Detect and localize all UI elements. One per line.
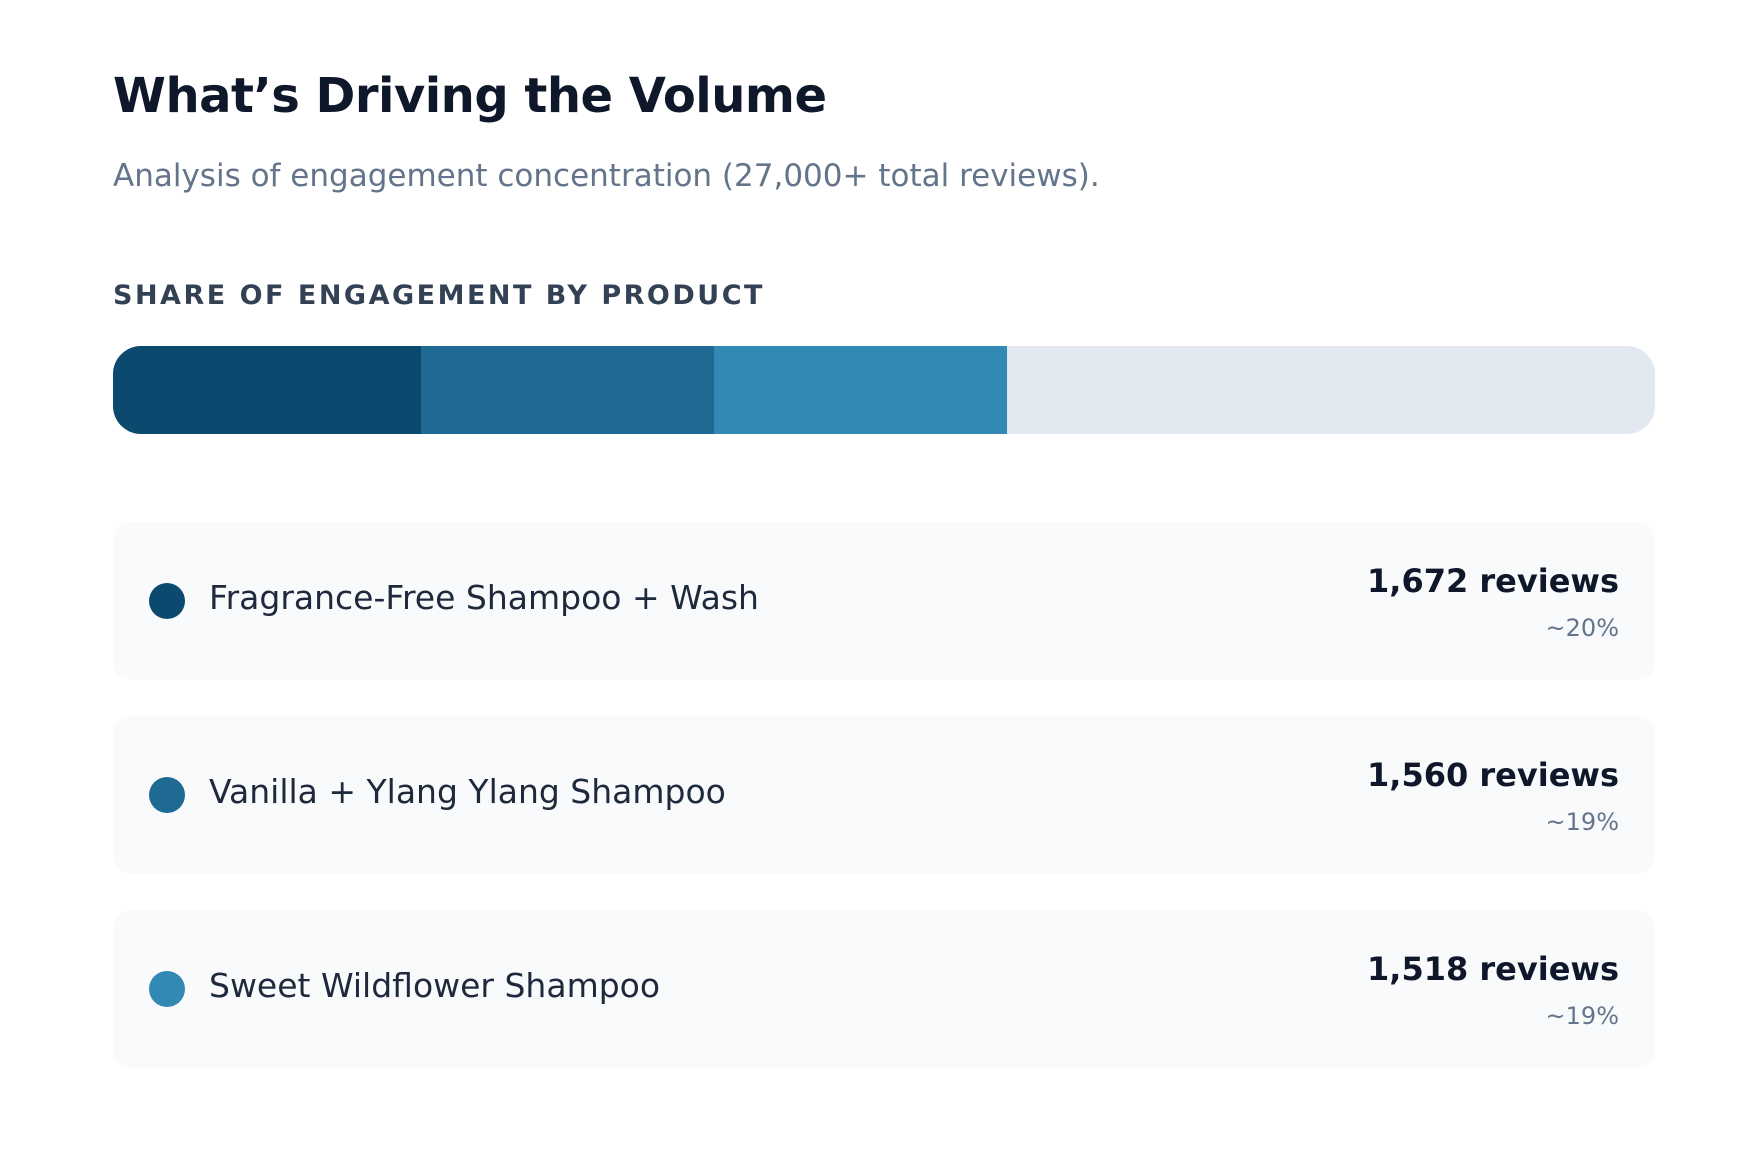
review-count: 1,560 reviews (1367, 756, 1619, 794)
section-title: SHARE OF ENGAGEMENT BY PRODUCT (113, 280, 765, 311)
review-count: 1,518 reviews (1367, 950, 1619, 988)
bar-segment (113, 346, 422, 434)
product-row: Vanilla + Ylang Ylang Shampoo 1,560 revie… (113, 716, 1655, 874)
share-label: ~20% (1545, 614, 1619, 642)
share-label: ~19% (1545, 808, 1619, 836)
product-name: Sweet Wildflower Shampoo (209, 966, 661, 1005)
legend-dot (149, 971, 185, 1007)
product-row: Sweet Wildflower Shampoo 1,518 reviews ~19… (113, 910, 1655, 1068)
stacked-bar (113, 346, 1655, 434)
share-label: ~19% (1545, 1002, 1619, 1030)
product-name: Vanilla + Ylang Ylang Shampoo (209, 772, 726, 811)
review-count: 1,672 reviews (1367, 562, 1619, 600)
bar-segment (714, 346, 1008, 434)
legend-dot (149, 583, 185, 619)
product-row: Fragrance-Free Shampoo + Wash 1,672 revie… (113, 522, 1655, 680)
product-name: Fragrance-Free Shampoo + Wash (209, 578, 759, 617)
title: What’s Driving the Volume (113, 68, 827, 124)
bar-segment (421, 346, 715, 434)
subtitle: Analysis of engagement concentration (27… (113, 158, 1100, 194)
legend-dot (149, 777, 185, 813)
